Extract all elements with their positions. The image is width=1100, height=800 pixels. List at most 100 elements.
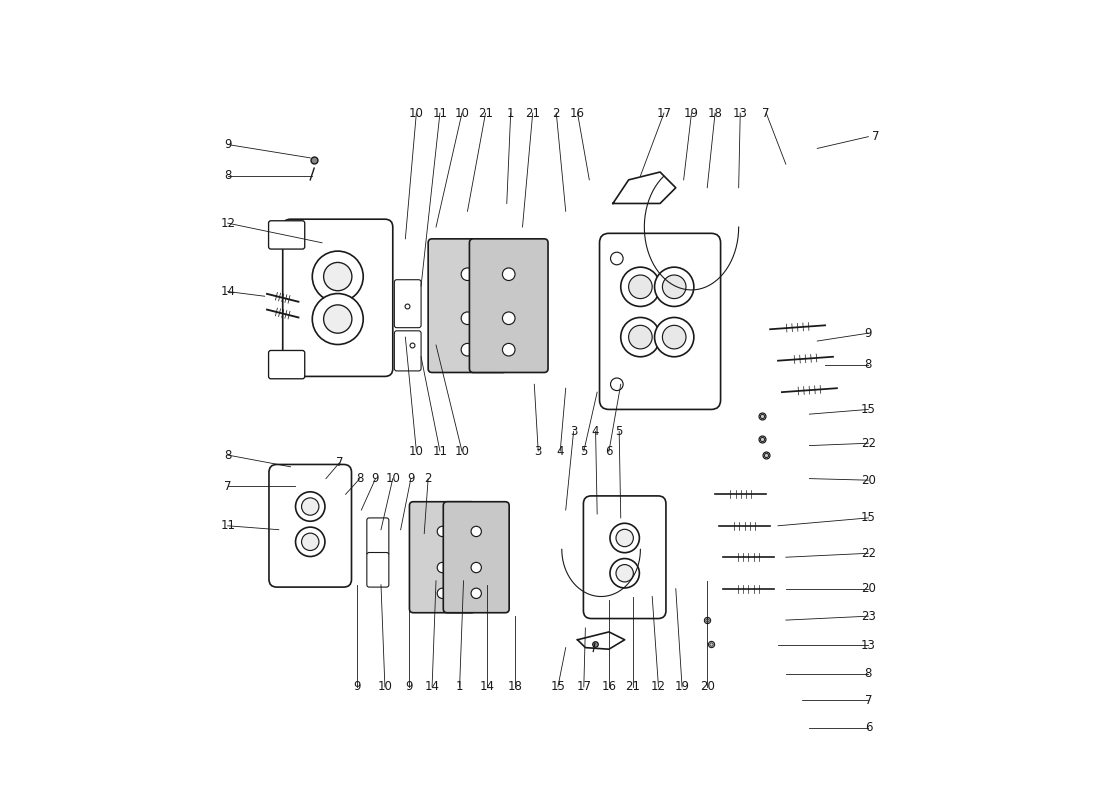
Text: 18: 18 bbox=[507, 681, 522, 694]
Text: 11: 11 bbox=[432, 106, 448, 119]
Text: 10: 10 bbox=[377, 681, 393, 694]
FancyBboxPatch shape bbox=[270, 465, 352, 587]
Circle shape bbox=[503, 268, 515, 281]
FancyBboxPatch shape bbox=[366, 553, 388, 587]
Circle shape bbox=[620, 267, 660, 306]
Text: 5: 5 bbox=[580, 445, 587, 458]
Text: 9: 9 bbox=[372, 472, 379, 485]
Circle shape bbox=[620, 318, 660, 357]
Text: 10: 10 bbox=[409, 445, 424, 458]
Text: 15: 15 bbox=[550, 681, 565, 694]
FancyBboxPatch shape bbox=[268, 350, 305, 378]
Circle shape bbox=[503, 343, 515, 356]
Text: 8: 8 bbox=[865, 358, 872, 371]
FancyBboxPatch shape bbox=[600, 234, 720, 410]
Text: 2: 2 bbox=[425, 472, 432, 485]
Text: 19: 19 bbox=[674, 681, 690, 694]
Circle shape bbox=[301, 498, 319, 515]
Text: 1: 1 bbox=[507, 106, 515, 119]
Text: 19: 19 bbox=[684, 106, 699, 119]
Text: 10: 10 bbox=[385, 472, 400, 485]
Text: 1: 1 bbox=[455, 681, 463, 694]
Text: 9: 9 bbox=[405, 681, 412, 694]
Text: 11: 11 bbox=[220, 519, 235, 532]
Circle shape bbox=[461, 312, 474, 325]
Text: 9: 9 bbox=[407, 472, 415, 485]
Circle shape bbox=[471, 526, 482, 537]
Text: 15: 15 bbox=[861, 511, 876, 525]
Text: 7: 7 bbox=[865, 694, 872, 706]
Circle shape bbox=[471, 588, 482, 598]
Text: 8: 8 bbox=[224, 449, 231, 462]
Text: 12: 12 bbox=[220, 217, 235, 230]
Text: 8: 8 bbox=[865, 667, 872, 680]
Text: 3: 3 bbox=[570, 425, 578, 438]
Text: 21: 21 bbox=[525, 106, 540, 119]
Circle shape bbox=[461, 343, 474, 356]
Text: 7: 7 bbox=[872, 130, 880, 143]
Text: 14: 14 bbox=[480, 681, 495, 694]
Text: 5: 5 bbox=[616, 425, 623, 438]
Text: 20: 20 bbox=[861, 582, 876, 595]
Text: 9: 9 bbox=[354, 681, 361, 694]
Text: 20: 20 bbox=[861, 474, 876, 486]
Circle shape bbox=[628, 326, 652, 349]
FancyBboxPatch shape bbox=[268, 221, 305, 249]
Text: 22: 22 bbox=[861, 546, 876, 560]
FancyBboxPatch shape bbox=[409, 502, 475, 613]
Text: 3: 3 bbox=[535, 445, 542, 458]
FancyBboxPatch shape bbox=[283, 219, 393, 377]
Circle shape bbox=[662, 275, 686, 298]
Text: 4: 4 bbox=[592, 425, 600, 438]
Text: 9: 9 bbox=[224, 138, 231, 151]
Circle shape bbox=[323, 305, 352, 333]
Text: 15: 15 bbox=[861, 403, 876, 416]
Circle shape bbox=[610, 252, 623, 265]
Circle shape bbox=[471, 562, 482, 573]
Circle shape bbox=[654, 318, 694, 357]
Text: 12: 12 bbox=[651, 681, 666, 694]
Circle shape bbox=[610, 558, 639, 588]
Circle shape bbox=[323, 262, 352, 290]
Text: 10: 10 bbox=[454, 445, 470, 458]
Text: 10: 10 bbox=[454, 106, 470, 119]
Text: 8: 8 bbox=[356, 472, 363, 485]
FancyBboxPatch shape bbox=[395, 280, 421, 328]
Text: 2: 2 bbox=[552, 106, 560, 119]
Text: 7: 7 bbox=[224, 480, 231, 493]
FancyBboxPatch shape bbox=[470, 239, 548, 373]
Text: 13: 13 bbox=[861, 638, 876, 652]
Text: 20: 20 bbox=[700, 681, 715, 694]
Circle shape bbox=[437, 588, 448, 598]
Text: 23: 23 bbox=[861, 610, 876, 622]
Circle shape bbox=[616, 530, 634, 546]
FancyBboxPatch shape bbox=[366, 518, 388, 556]
Text: 16: 16 bbox=[570, 106, 585, 119]
Text: 17: 17 bbox=[657, 106, 671, 119]
Text: 18: 18 bbox=[707, 106, 723, 119]
Text: 13: 13 bbox=[733, 106, 748, 119]
Text: 4: 4 bbox=[557, 445, 564, 458]
Text: 21: 21 bbox=[478, 106, 493, 119]
Circle shape bbox=[437, 526, 448, 537]
Circle shape bbox=[662, 326, 686, 349]
FancyBboxPatch shape bbox=[395, 331, 421, 371]
Text: 11: 11 bbox=[432, 445, 448, 458]
Circle shape bbox=[296, 527, 324, 557]
FancyBboxPatch shape bbox=[443, 502, 509, 613]
Text: 7: 7 bbox=[762, 106, 770, 119]
Circle shape bbox=[312, 251, 363, 302]
Text: 16: 16 bbox=[602, 681, 616, 694]
Text: 17: 17 bbox=[576, 681, 592, 694]
Text: 8: 8 bbox=[224, 170, 231, 182]
Text: 10: 10 bbox=[409, 106, 424, 119]
Text: 21: 21 bbox=[625, 681, 640, 694]
Text: 6: 6 bbox=[865, 722, 872, 734]
Circle shape bbox=[610, 523, 639, 553]
Circle shape bbox=[437, 562, 448, 573]
Circle shape bbox=[610, 378, 623, 390]
Text: 22: 22 bbox=[861, 437, 876, 450]
FancyBboxPatch shape bbox=[583, 496, 666, 618]
FancyBboxPatch shape bbox=[428, 239, 507, 373]
Text: 14: 14 bbox=[425, 681, 440, 694]
